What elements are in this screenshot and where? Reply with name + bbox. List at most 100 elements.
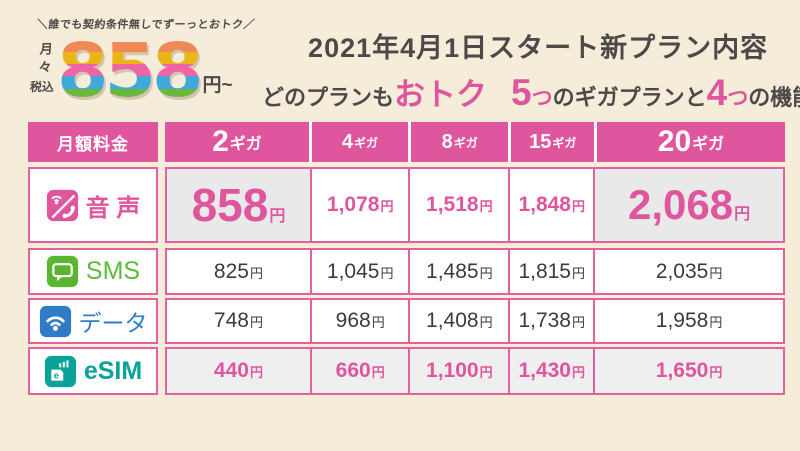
sms-4gb-price: 1,045: [326, 259, 380, 283]
price-logo: ＼誰でも契約条件無しでずーっとおトク／ 月々 税込 858 円~: [29, 12, 262, 115]
yen-unit: 円: [249, 265, 263, 281]
esim-label: eSIM: [83, 356, 143, 385]
yen-unit: 円: [380, 265, 394, 281]
data-4gb-cell: 968円: [309, 300, 409, 342]
voice-20gb-cell: 2,068円: [593, 169, 783, 241]
col-20-unit: ギガ: [692, 136, 725, 153]
column-header-20gb: 20 ギガ: [594, 122, 785, 162]
price-yen-suffix: 円~: [202, 75, 233, 96]
sms-8gb-price: 1,485: [426, 259, 479, 283]
yen-unit: 円: [479, 265, 493, 281]
esim-20gb-cell: 1,650円: [593, 349, 783, 393]
esim-4gb-price: 660: [335, 359, 371, 382]
data-20gb-cell: 1,958円: [593, 300, 783, 342]
col-8-unit: ギガ: [453, 135, 478, 150]
subtitle-seg-kinou: の機能: [748, 85, 800, 110]
wifi-phone-icon: [46, 189, 79, 222]
sim-card-icon: e: [44, 355, 77, 388]
row-label-data: データ: [28, 298, 158, 344]
subtitle-seg-otoku: おトク: [394, 77, 488, 112]
column-header-8gb: 8 ギガ: [408, 122, 509, 162]
data-2gb-price: 748: [213, 309, 249, 332]
data-label: データ: [78, 310, 148, 336]
voice-2gb-cell: 858円: [167, 169, 310, 241]
voice-15gb-price: 1,848: [518, 193, 571, 216]
sms-values: 825円 1,045円 1,485円 1,815円 2,035円: [165, 248, 785, 295]
column-header-15gb: 15 ギガ: [508, 122, 594, 162]
table-row-sms: SMS 825円 1,045円 1,485円 1,815円 2,035円: [28, 248, 785, 295]
esim-20gb-price: 1,650: [655, 359, 709, 382]
sms-15gb-price: 1,815: [518, 259, 571, 283]
table-row-data: データ 748円 968円 1,408円 1,738円 1,958円: [28, 298, 785, 344]
yen-unit: 円: [479, 365, 493, 380]
data-8gb-cell: 1,408円: [408, 300, 508, 342]
esim-values: 440円 660円 1,100円 1,430円 1,650円: [165, 347, 785, 395]
col-15-num: 15: [529, 130, 552, 153]
esim-15gb-price: 1,430: [518, 359, 571, 382]
pricing-table: 月額料金 2 ギガ 4 ギガ 8 ギガ 15 ギガ 20 ギガ: [28, 122, 785, 395]
voice-label: 音 声: [85, 194, 141, 222]
data-8gb-price: 1,408: [426, 309, 479, 332]
col-8-num: 8: [441, 130, 453, 153]
top-section: ＼誰でも契約条件無しでずーっとおトク／ 月々 税込 858 円~ 2021年4月…: [0, 0, 800, 114]
sms-2gb-price: 825: [213, 259, 249, 283]
data-20gb-price: 1,958: [655, 309, 709, 332]
esim-15gb-cell: 1,430円: [508, 349, 594, 393]
sms-20gb-price: 2,035: [655, 259, 709, 283]
col-2-unit: ギガ: [229, 136, 262, 153]
yen-unit: 円: [479, 199, 493, 214]
subtitle-seg-5: 5: [511, 72, 532, 113]
data-4gb-price: 968: [335, 309, 371, 332]
yen-unit: 円: [709, 265, 723, 281]
voice-15gb-cell: 1,848円: [508, 169, 593, 241]
yen-unit: 円: [709, 365, 723, 380]
monthly-label: 月々: [35, 42, 54, 78]
headline: 2021年4月1日スタート新プラン内容 どのプランもおトク 5つのギガプランと4つ…: [262, 12, 800, 114]
yen-unit: 円: [380, 199, 394, 214]
tax-included-label: 税込: [29, 80, 55, 94]
headline-title: 2021年4月1日スタート新プラン内容: [308, 33, 769, 63]
data-2gb-cell: 748円: [167, 300, 310, 342]
subtitle-seg-1: どのプランも: [262, 85, 395, 110]
yen-unit: 円: [249, 315, 263, 330]
voice-values: 858円 1,078円 1,518円 1,848円 2,068円: [165, 167, 785, 243]
yen-unit: 円: [269, 208, 286, 225]
data-15gb-cell: 1,738円: [508, 300, 593, 342]
column-header-4gb: 4 ギガ: [308, 122, 409, 162]
subtitle-seg-tsu-2: つ: [727, 87, 749, 110]
column-header-2gb: 2 ギガ: [165, 122, 309, 162]
esim-4gb-cell: 660円: [309, 349, 409, 393]
price-858-digits: 858: [57, 28, 203, 115]
voice-2gb-price: 858: [191, 179, 269, 231]
logo-side-labels: 月々 税込: [29, 34, 57, 103]
sms-2gb-cell: 825円: [167, 250, 310, 293]
subtitle-seg-gigaplan: のギガプランと: [552, 85, 707, 110]
voice-8gb-price: 1,518: [426, 193, 479, 216]
col-4-unit: ギガ: [353, 135, 378, 150]
col-20-num: 20: [657, 125, 692, 158]
esim-8gb-cell: 1,100円: [408, 349, 509, 393]
esim-8gb-price: 1,100: [426, 359, 479, 382]
col-15-unit: ギガ: [552, 135, 577, 150]
headline-subtitle: どのプランもおトク5つのギガプランと4つの機能: [262, 69, 800, 114]
esim-2gb-price: 440: [213, 359, 249, 382]
table-header-row: 月額料金 2 ギガ 4 ギガ 8 ギガ 15 ギガ 20 ギガ: [28, 122, 785, 162]
sms-4gb-cell: 1,045円: [309, 250, 409, 293]
subtitle-seg-tsu-1: つ: [531, 87, 553, 110]
row-label-sms: SMS: [28, 248, 158, 295]
sms-20gb-cell: 2,035円: [593, 250, 783, 293]
sms-label: SMS: [85, 257, 141, 285]
speech-bubble-icon: [46, 255, 79, 288]
sms-15gb-cell: 1,815円: [508, 250, 593, 293]
yen-unit: 円: [734, 206, 751, 223]
subtitle-seg-4: 4: [706, 72, 728, 113]
yen-unit: 円: [249, 365, 263, 380]
row-label-esim: e eSIM: [28, 347, 158, 395]
table-row-voice: 音 声 858円 1,078円 1,518円 1,848円 2,068円: [28, 167, 785, 243]
row-label-voice: 音 声: [28, 167, 158, 243]
sms-8gb-cell: 1,485円: [408, 250, 508, 293]
yen-unit: 円: [572, 315, 586, 330]
yen-unit: 円: [709, 315, 723, 330]
data-15gb-price: 1,738: [518, 309, 571, 332]
